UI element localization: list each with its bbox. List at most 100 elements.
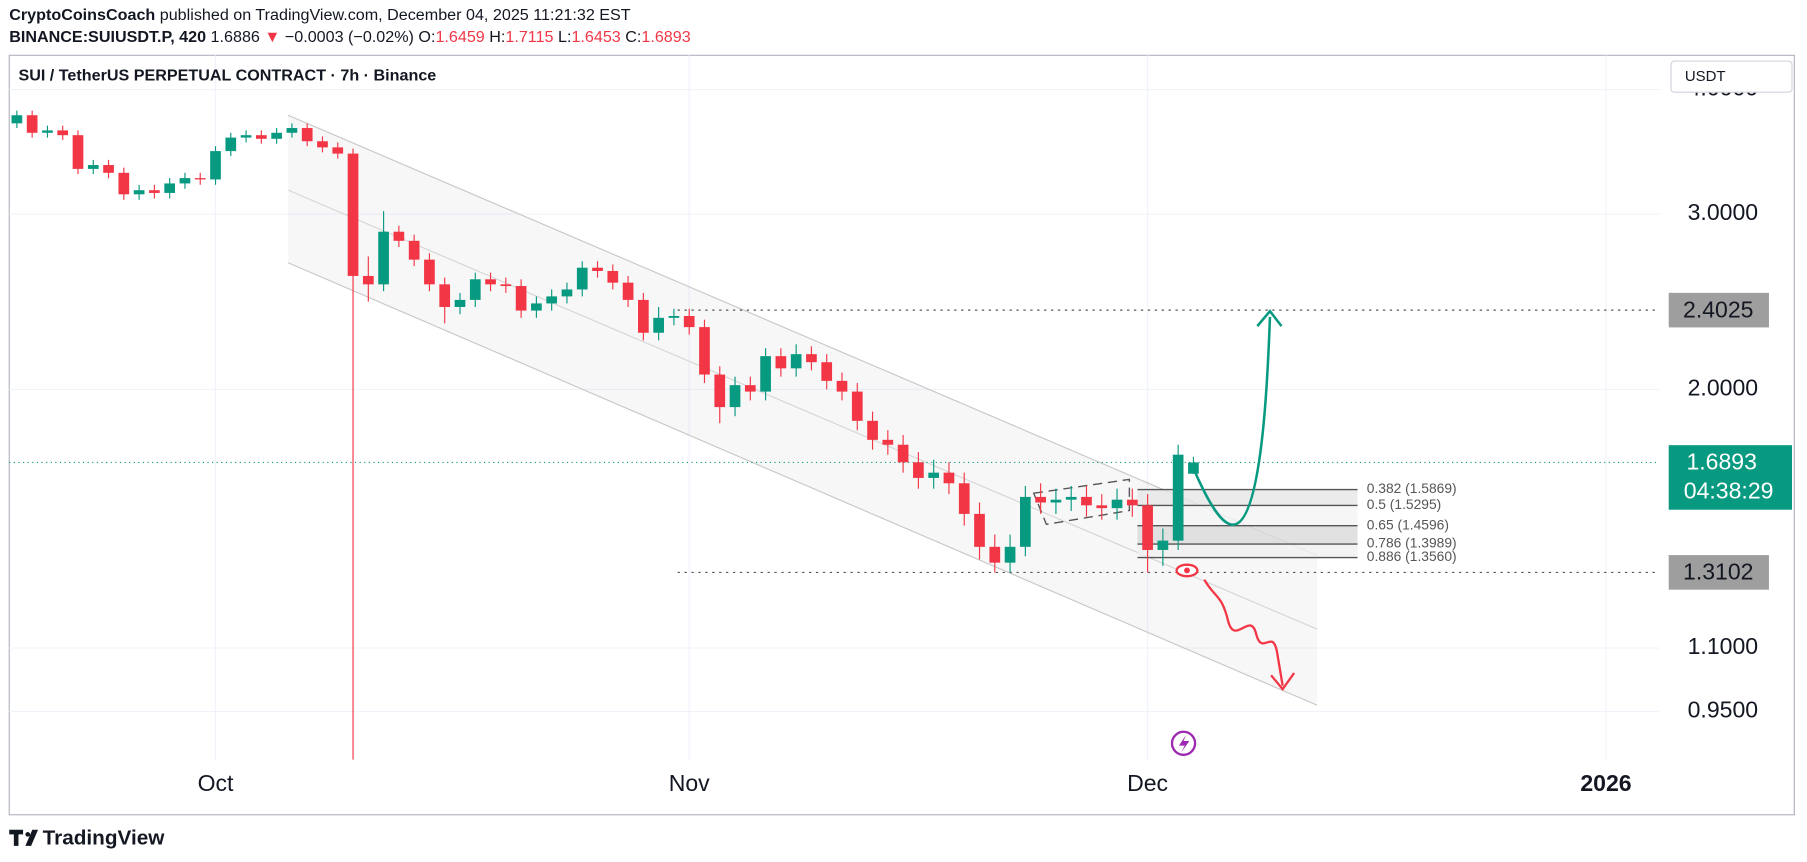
- y-tick-label: 3.0000: [1688, 199, 1758, 225]
- candle-body: [1111, 499, 1123, 509]
- candle-body: [179, 178, 191, 184]
- candle-body: [317, 141, 328, 148]
- level-tag: [1668, 555, 1769, 590]
- candle-body: [683, 316, 695, 328]
- fib-label: 0.65 (1.4596): [1367, 516, 1449, 532]
- candle-body: [851, 391, 863, 421]
- candle-body: [210, 151, 221, 180]
- h-value: 1.7115: [505, 28, 553, 46]
- fib-retracement: 0.382 (1.5869)0.5 (1.5295) 0.65 (1.4596) 0…: [1137, 480, 1457, 564]
- candle-body: [11, 115, 23, 124]
- candle-body: [256, 135, 267, 139]
- channel-top: [287, 114, 1318, 556]
- candle-body: [744, 385, 756, 392]
- candle-body: [87, 165, 99, 169]
- candle-body: [729, 385, 741, 408]
- l-value: 1.6453: [571, 28, 620, 46]
- candle-body: [225, 137, 237, 152]
- fib-band: [1137, 525, 1358, 545]
- candle-body: [408, 240, 420, 260]
- candle-body: [439, 284, 451, 307]
- fib-band: [1137, 505, 1358, 526]
- h-label: H:: [489, 28, 505, 46]
- x-tick-label: Dec: [1127, 770, 1168, 796]
- published: published on TradingView.com, December 0…: [160, 6, 631, 24]
- candle-body: [882, 439, 894, 445]
- o-label: O:: [418, 28, 435, 46]
- candle-body: [271, 132, 282, 139]
- change: −0.0003 (−0.02%): [285, 28, 414, 46]
- event-icon[interactable]: [1170, 730, 1197, 756]
- author: CryptoCoinsCoach: [9, 6, 155, 24]
- candle-body: [378, 231, 389, 285]
- candle-body: [546, 296, 558, 304]
- candle-body: [42, 130, 53, 133]
- x-tick-label: Oct: [198, 770, 234, 796]
- candle-body: [622, 282, 634, 300]
- candle-body: [531, 303, 542, 311]
- bearish-arrowhead: [1270, 672, 1296, 692]
- candle-body: [469, 279, 481, 300]
- currency-box[interactable]: [1670, 60, 1793, 93]
- candle-body: [668, 316, 680, 318]
- candle-body: [1050, 499, 1062, 503]
- candle-body: [515, 286, 527, 311]
- flag-pattern: [1032, 478, 1131, 526]
- change-arrow: ▼: [264, 28, 280, 46]
- bullish-arrowhead: [1256, 309, 1283, 327]
- candle-body: [286, 128, 298, 133]
- candle-body: [989, 546, 1001, 563]
- price-label: 1.6893: [1686, 449, 1756, 475]
- header-line-1: CryptoCoinsCoach published on TradingVie…: [9, 6, 631, 24]
- chart-title: SUI / TetherUS PERPETUAL CONTRACT · 7h ·…: [18, 66, 436, 84]
- annotations: [1170, 309, 1296, 756]
- candle-body: [775, 356, 787, 369]
- candle-body: [57, 130, 69, 136]
- candle-body: [592, 267, 603, 271]
- candle-body: [1126, 499, 1138, 506]
- levels: [9, 309, 1660, 573]
- o-value: 1.6459: [435, 28, 484, 46]
- candle-body: [806, 354, 817, 363]
- currency: USDT: [1685, 68, 1726, 85]
- price-tag: [1668, 445, 1793, 510]
- fib-label: 0.382 (1.5869): [1367, 480, 1457, 496]
- candle-body: [928, 472, 940, 478]
- fib-label: 0.5 (1.5295): [1367, 496, 1442, 512]
- countdown: 04:38:29: [1684, 478, 1774, 504]
- candle-body: [301, 128, 313, 142]
- c-label: C:: [625, 28, 641, 46]
- fib-band: [1137, 544, 1358, 558]
- fib-label: 0.786 (1.3989): [1367, 535, 1457, 551]
- candle-body: [897, 444, 909, 463]
- level-label: 2.4025: [1683, 296, 1753, 322]
- candle-body: [347, 153, 359, 276]
- candle-body: [362, 275, 374, 285]
- y-tick-label: 2.0000: [1688, 375, 1758, 401]
- candle-body: [790, 354, 802, 369]
- candle-body: [836, 380, 848, 392]
- brand-logo: [9, 829, 39, 846]
- bearish-arrow: [1203, 579, 1284, 686]
- candle-body: [653, 317, 664, 333]
- candle-body: [149, 190, 160, 193]
- candle-body: [424, 259, 435, 285]
- candle-body: [1172, 454, 1184, 541]
- candle-body: [1157, 540, 1169, 550]
- candle-body: [72, 135, 84, 169]
- candle-body: [1142, 505, 1153, 550]
- fib-band: [1137, 489, 1358, 506]
- candle-body: [240, 135, 252, 138]
- candle-body: [699, 327, 710, 375]
- level-tag: [1668, 292, 1769, 328]
- candle-body: [958, 483, 970, 514]
- candle-body: [1096, 505, 1108, 509]
- bullish-arrow: [1191, 316, 1272, 526]
- candle-body: [332, 147, 344, 154]
- candle-body: [1065, 496, 1077, 500]
- candle-body: [103, 165, 114, 173]
- candle-body: [454, 299, 466, 307]
- grid: [9, 55, 1660, 761]
